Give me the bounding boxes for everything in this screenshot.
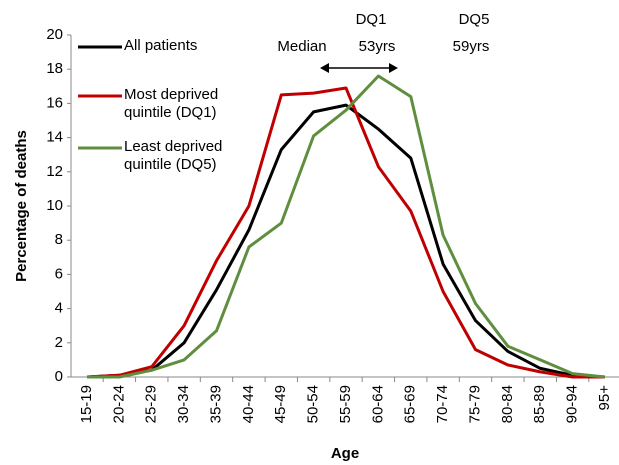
x-tick-label: 40-44 [240, 385, 257, 423]
annotation: 53yrs [359, 38, 396, 55]
x-tick-label: 65-69 [402, 385, 419, 423]
y-tick-label: 2 [55, 334, 63, 351]
x-tick-label: 60-64 [369, 385, 386, 423]
y-tick-label: 14 [46, 129, 63, 146]
median-arrow [320, 63, 398, 73]
series-line [86, 103, 606, 379]
legend-label: Most deprived quintile (DQ1) [124, 86, 219, 121]
series-line [87, 74, 606, 379]
x-tick-label: 55-59 [337, 385, 354, 423]
y-tick-label: 0 [55, 368, 63, 385]
x-tick-label: 50-54 [305, 385, 322, 423]
legend-label: All patients [124, 37, 198, 54]
legend-label: Least deprived quintile (DQ5) [124, 138, 223, 173]
x-tick-label: 90-94 [564, 385, 581, 423]
x-tick-label: 25-29 [143, 385, 160, 423]
y-tick-label: 12 [46, 163, 63, 180]
y-tick-label: 18 [46, 60, 63, 77]
x-tick-label: 85-89 [531, 385, 548, 423]
y-tick-label: 8 [55, 231, 63, 248]
x-tick-label: 15-19 [78, 385, 95, 423]
annotation: DQ1 [356, 11, 387, 28]
x-tick-label: 45-49 [272, 385, 289, 423]
y-tick-label: 4 [55, 300, 63, 317]
x-axis-label: Age [331, 445, 359, 462]
series-line [86, 86, 605, 379]
y-tick-label: 20 [46, 26, 63, 43]
x-tick-label: 20-24 [110, 385, 127, 423]
x-tick-label: 70-74 [434, 385, 451, 423]
y-tick-label: 16 [46, 94, 63, 111]
x-tick-label: 35-39 [207, 385, 224, 423]
x-tick-label: 30-34 [175, 385, 192, 423]
annotation: DQ5 [459, 11, 490, 28]
x-tick-label: 80-84 [499, 385, 516, 423]
y-tick-label: 10 [46, 197, 63, 214]
x-tick-label: 75-79 [466, 385, 483, 423]
annotation: 59yrs [453, 38, 490, 55]
y-tick-label: 6 [55, 265, 63, 282]
y-axis-label: Percentage of deaths [13, 130, 30, 282]
annotation: Median [277, 38, 326, 55]
x-tick-label: 95+ [596, 385, 613, 411]
